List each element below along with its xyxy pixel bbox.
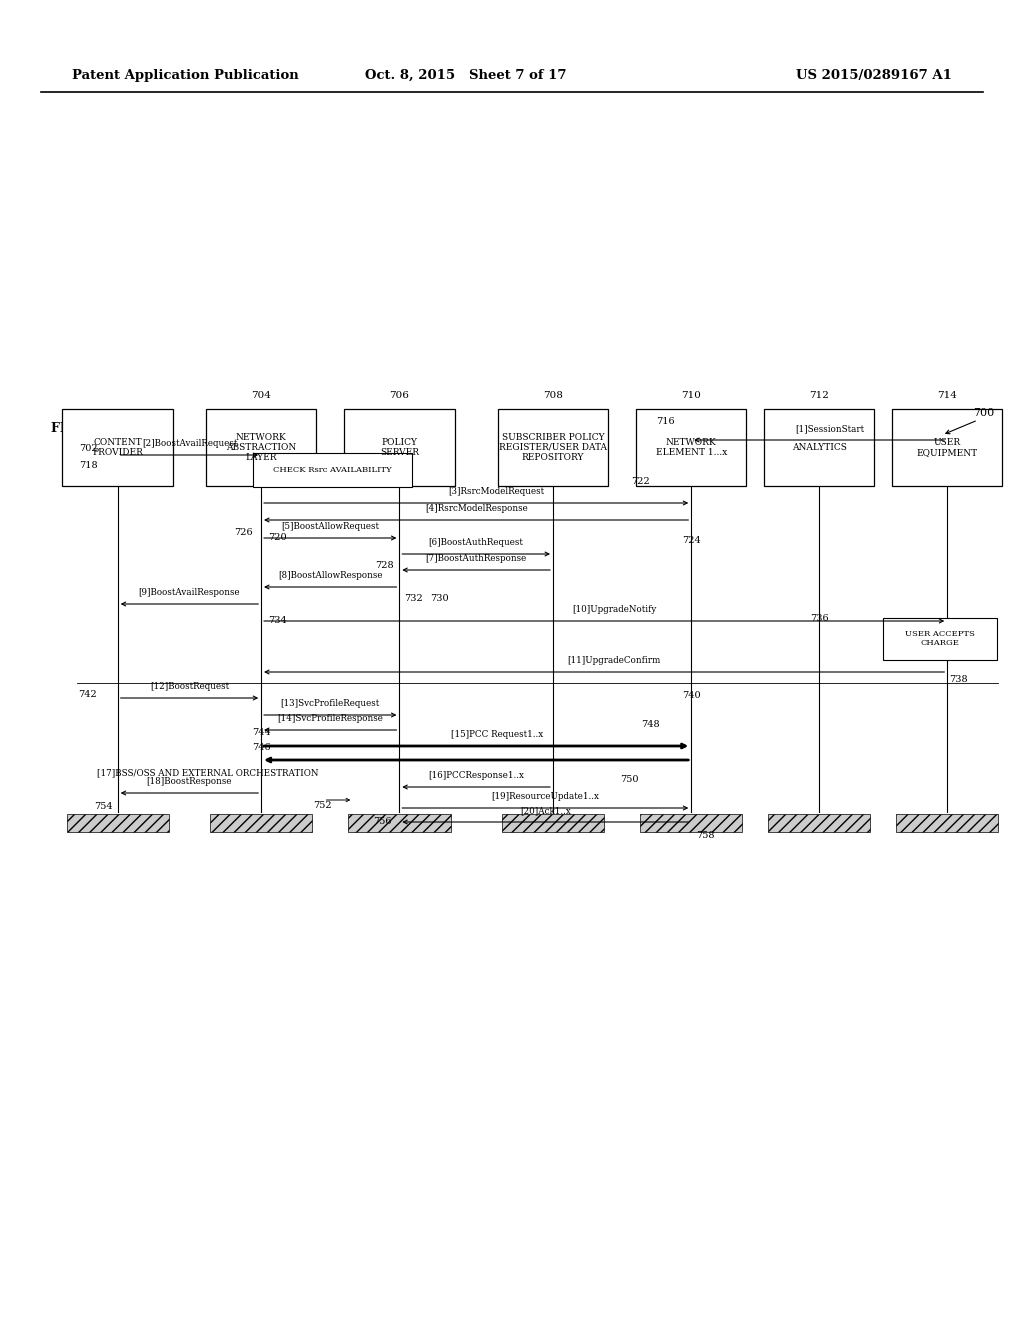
FancyBboxPatch shape bbox=[348, 814, 451, 832]
Text: [20]Ack1..x: [20]Ack1..x bbox=[520, 807, 570, 816]
Text: CONTENT
PROVIDER: CONTENT PROVIDER bbox=[92, 438, 143, 457]
Text: FIG. 7: FIG. 7 bbox=[51, 422, 93, 436]
FancyBboxPatch shape bbox=[253, 453, 412, 487]
Text: 700: 700 bbox=[973, 408, 994, 418]
Text: 740: 740 bbox=[682, 690, 700, 700]
Text: [4]RsrcModelResponse: [4]RsrcModelResponse bbox=[425, 504, 527, 513]
FancyBboxPatch shape bbox=[883, 618, 997, 660]
Text: NETWORK
ELEMENT 1...x: NETWORK ELEMENT 1...x bbox=[655, 438, 727, 457]
Text: Patent Application Publication: Patent Application Publication bbox=[72, 69, 298, 82]
Text: USER
EQUIPMENT: USER EQUIPMENT bbox=[916, 438, 978, 457]
Text: [1]SessionStart: [1]SessionStart bbox=[795, 425, 864, 433]
Text: NETWORK
ABSTRACTION
LAYER: NETWORK ABSTRACTION LAYER bbox=[226, 433, 296, 462]
Text: 710: 710 bbox=[681, 391, 701, 400]
Text: [19]ResourceUpdate1..x: [19]ResourceUpdate1..x bbox=[492, 792, 599, 801]
FancyBboxPatch shape bbox=[62, 409, 173, 486]
Text: 728: 728 bbox=[376, 561, 394, 570]
Text: ANALYTICS: ANALYTICS bbox=[792, 444, 847, 451]
Text: Oct. 8, 2015   Sheet 7 of 17: Oct. 8, 2015 Sheet 7 of 17 bbox=[366, 69, 566, 82]
FancyBboxPatch shape bbox=[764, 409, 874, 486]
Text: USER ACCEPTS
CHARGE: USER ACCEPTS CHARGE bbox=[905, 630, 975, 648]
Text: 734: 734 bbox=[268, 616, 287, 624]
Text: 726: 726 bbox=[234, 528, 253, 537]
Text: 714: 714 bbox=[937, 391, 957, 400]
FancyBboxPatch shape bbox=[210, 814, 312, 832]
Text: US 2015/0289167 A1: US 2015/0289167 A1 bbox=[797, 69, 952, 82]
Text: [11]UpgradeConfirm: [11]UpgradeConfirm bbox=[567, 656, 662, 665]
Text: 712: 712 bbox=[809, 391, 829, 400]
Text: 718: 718 bbox=[79, 461, 97, 470]
Text: 752: 752 bbox=[313, 801, 332, 810]
Text: 720: 720 bbox=[268, 533, 287, 543]
Text: [15]PCC Request1..x: [15]PCC Request1..x bbox=[451, 730, 543, 739]
Text: 750: 750 bbox=[621, 776, 639, 784]
Text: 730: 730 bbox=[430, 594, 449, 603]
FancyBboxPatch shape bbox=[206, 409, 316, 486]
FancyBboxPatch shape bbox=[640, 814, 742, 832]
Text: 742: 742 bbox=[79, 689, 97, 698]
Text: [16]PCCResponse1..x: [16]PCCResponse1..x bbox=[428, 771, 524, 780]
FancyBboxPatch shape bbox=[498, 409, 608, 486]
Text: [17]BSS/OSS AND EXTERNAL ORCHESTRATION: [17]BSS/OSS AND EXTERNAL ORCHESTRATION bbox=[97, 768, 318, 777]
Text: 754: 754 bbox=[94, 801, 113, 810]
FancyBboxPatch shape bbox=[502, 814, 604, 832]
Text: [7]BoostAuthResponse: [7]BoostAuthResponse bbox=[426, 554, 526, 564]
Text: POLICY
SERVER: POLICY SERVER bbox=[380, 438, 419, 457]
Text: [13]SvcProfileRequest: [13]SvcProfileRequest bbox=[281, 700, 380, 709]
Text: [5]BoostAllowRequest: [5]BoostAllowRequest bbox=[282, 523, 379, 532]
Text: [10]UpgradeNotify: [10]UpgradeNotify bbox=[572, 606, 656, 614]
Text: [9]BoostAvailResponse: [9]BoostAvailResponse bbox=[138, 589, 241, 598]
Text: CHECK Rsrc AVAILABILITY: CHECK Rsrc AVAILABILITY bbox=[273, 466, 391, 474]
Text: 746: 746 bbox=[252, 743, 270, 752]
Text: 736: 736 bbox=[810, 614, 828, 623]
FancyBboxPatch shape bbox=[896, 814, 998, 832]
FancyBboxPatch shape bbox=[636, 409, 746, 486]
FancyBboxPatch shape bbox=[344, 409, 455, 486]
Text: 738: 738 bbox=[949, 676, 968, 685]
Text: 722: 722 bbox=[631, 478, 649, 486]
Text: [18]BoostResponse: [18]BoostResponse bbox=[146, 777, 232, 787]
Text: 724: 724 bbox=[682, 536, 700, 545]
FancyBboxPatch shape bbox=[892, 409, 1002, 486]
Text: [3]RsrcModelRequest: [3]RsrcModelRequest bbox=[449, 487, 545, 496]
Text: [2]BoostAvailRequest: [2]BoostAvailRequest bbox=[141, 440, 238, 449]
Text: 704: 704 bbox=[251, 391, 271, 400]
Text: [12]BoostRequest: [12]BoostRequest bbox=[150, 682, 229, 692]
FancyBboxPatch shape bbox=[67, 814, 169, 832]
Text: SUBSCRIBER POLICY
REGISTER/USER DATA
REPOSITORY: SUBSCRIBER POLICY REGISTER/USER DATA REP… bbox=[499, 433, 607, 462]
Text: 748: 748 bbox=[641, 721, 659, 730]
Text: 756: 756 bbox=[373, 817, 391, 826]
FancyBboxPatch shape bbox=[768, 814, 870, 832]
Text: 744: 744 bbox=[252, 729, 270, 737]
Text: 758: 758 bbox=[696, 830, 715, 840]
Text: 708: 708 bbox=[543, 391, 563, 400]
Text: 716: 716 bbox=[656, 417, 675, 426]
Text: [8]BoostAllowResponse: [8]BoostAllowResponse bbox=[278, 572, 383, 581]
Text: [6]BoostAuthRequest: [6]BoostAuthRequest bbox=[429, 539, 523, 548]
Text: 702: 702 bbox=[79, 444, 97, 453]
Text: 732: 732 bbox=[404, 594, 423, 603]
Text: [14]SvcProfileResponse: [14]SvcProfileResponse bbox=[278, 714, 383, 723]
Text: 706: 706 bbox=[389, 391, 410, 400]
